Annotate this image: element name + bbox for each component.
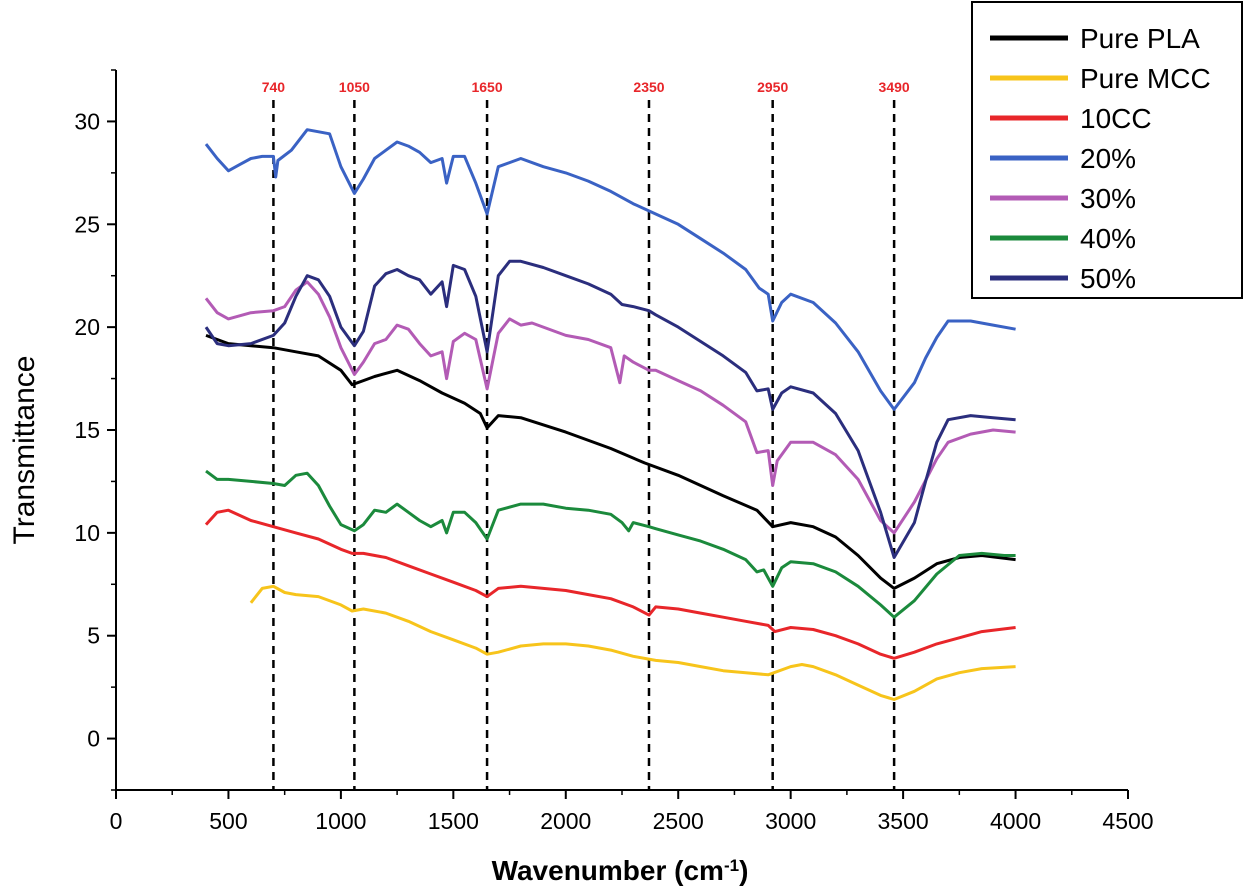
x-axis-title-sup: -1 bbox=[724, 856, 739, 875]
y-tick-label: 25 bbox=[74, 211, 100, 237]
peak-label-1650: 1650 bbox=[471, 79, 502, 95]
y-tick-label: 0 bbox=[87, 726, 100, 752]
legend-label-30pct: 30% bbox=[1080, 183, 1136, 214]
legend-label-20pct: 20% bbox=[1080, 143, 1136, 174]
legend-label-10cc: 10CC bbox=[1080, 103, 1152, 134]
legend-label-40pct: 40% bbox=[1080, 223, 1136, 254]
x-tick-label: 1000 bbox=[315, 808, 366, 834]
reference-lines bbox=[272, 100, 896, 790]
peak-annotations: 740 1050 1650 2350 2950 3490 bbox=[262, 79, 910, 95]
x-axis-title: Wavenumber (cm-1) bbox=[492, 855, 749, 886]
y-tick-label: 15 bbox=[74, 417, 100, 443]
legend-box bbox=[971, 1, 1243, 299]
x-tick-label: 2000 bbox=[540, 808, 591, 834]
y-tick-label: 10 bbox=[74, 520, 100, 546]
series-line-pure-mcc bbox=[249, 584, 1016, 701]
series-line-30pct bbox=[204, 280, 1016, 535]
x-tick-label: 4000 bbox=[990, 808, 1041, 834]
x-axis-title-close: ) bbox=[739, 855, 748, 886]
series-line-50pct bbox=[204, 259, 1016, 559]
series-line-40pct bbox=[205, 469, 1016, 619]
series-lines bbox=[204, 128, 1016, 701]
x-tick-label: 500 bbox=[209, 808, 247, 834]
x-tick-label: 2500 bbox=[653, 808, 704, 834]
x-axis-title-main: Wavenumber (cm bbox=[492, 855, 724, 886]
peak-label-740: 740 bbox=[262, 79, 286, 95]
y-tick-label: 20 bbox=[74, 314, 100, 340]
legend-label-pure-pla: Pure PLA bbox=[1080, 23, 1200, 54]
peak-label-2950: 2950 bbox=[757, 79, 788, 95]
legend: Pure PLA Pure MCC 10CC 20% 30% 40% 50% bbox=[971, 1, 1243, 299]
x-tick-label: 0 bbox=[110, 808, 123, 834]
peak-label-1050: 1050 bbox=[339, 79, 370, 95]
peak-label-2350: 2350 bbox=[633, 79, 664, 95]
x-tick-label: 3000 bbox=[765, 808, 816, 834]
x-tick-label: 3500 bbox=[878, 808, 929, 834]
series-line-20pct bbox=[204, 128, 1016, 411]
axes: 0 500 1000 1500 2000 2500 3000 3500 4000 4500 0 5 10… bbox=[74, 69, 1154, 834]
x-tick-label: 1500 bbox=[428, 808, 479, 834]
legend-label-pure-mcc: Pure MCC bbox=[1080, 63, 1211, 94]
legend-label-50pct: 50% bbox=[1080, 263, 1136, 294]
peak-label-3490: 3490 bbox=[879, 79, 910, 95]
x-tick-label: 4500 bbox=[1102, 808, 1153, 834]
series-line-pure-pla bbox=[205, 333, 1016, 590]
y-tick-label: 5 bbox=[87, 623, 100, 649]
y-tick-label: 30 bbox=[74, 108, 100, 134]
y-axis-title: Transmittance bbox=[8, 356, 41, 545]
series-line-10cc bbox=[204, 508, 1016, 660]
